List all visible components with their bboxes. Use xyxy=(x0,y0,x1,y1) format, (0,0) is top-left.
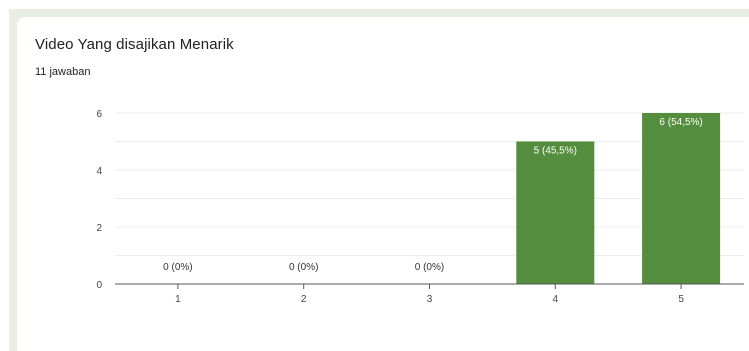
x-tick-label: 4 xyxy=(553,294,559,305)
chart-card xyxy=(17,17,749,351)
y-tick-label: 6 xyxy=(96,109,102,120)
y-tick-label: 2 xyxy=(96,223,102,234)
x-tick-label: 5 xyxy=(678,294,684,305)
x-axis-ticks: 1 2 3 4 5 xyxy=(175,294,684,305)
data-label: 0 (0%) xyxy=(415,262,444,273)
chart-title: Video Yang disajikan Menarik xyxy=(35,36,234,53)
data-labels: 0 (0%) 0 (0%) 0 (0%) 5 (45,5%) 6 (54,5%) xyxy=(163,117,703,273)
x-tick-label: 2 xyxy=(301,294,307,305)
y-axis-ticks: 0 2 4 6 xyxy=(96,109,102,291)
x-tick-label: 3 xyxy=(427,294,433,305)
bar xyxy=(642,113,721,284)
gridlines xyxy=(115,112,744,256)
response-count: 11 jawaban xyxy=(35,66,91,78)
data-label: 5 (45,5%) xyxy=(534,146,577,157)
data-label: 0 (0%) xyxy=(289,262,318,273)
bars xyxy=(516,113,721,284)
y-tick-label: 0 xyxy=(96,280,102,291)
y-tick-label: 4 xyxy=(96,166,102,177)
bar xyxy=(516,141,595,284)
data-label: 0 (0%) xyxy=(163,262,192,273)
x-tick-label: 1 xyxy=(175,294,181,305)
data-label: 6 (54,5%) xyxy=(659,117,702,128)
x-axis xyxy=(115,283,744,289)
